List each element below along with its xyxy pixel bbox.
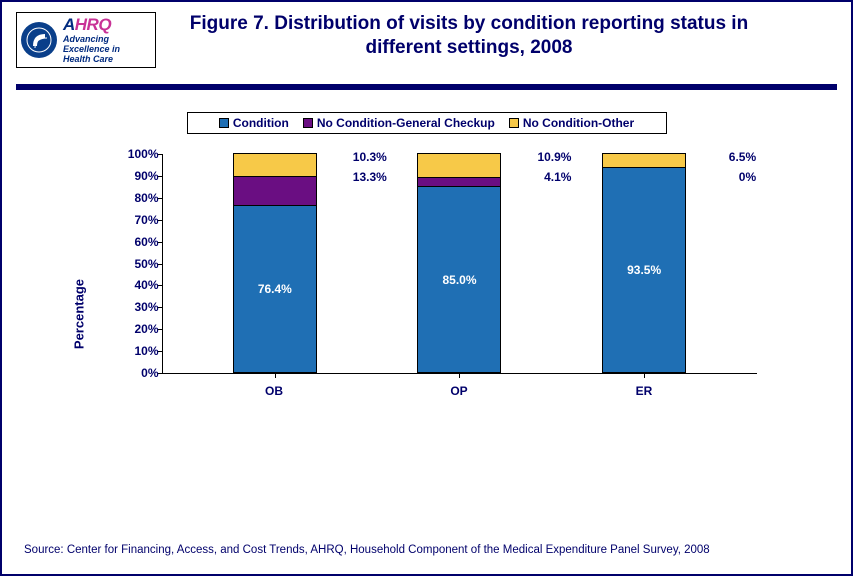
y-tick-label: 10% bbox=[115, 344, 159, 358]
header: AHRQ Advancing Excellence in Health Care… bbox=[2, 2, 851, 92]
legend-swatch bbox=[509, 118, 519, 128]
x-labels: OB OP ER bbox=[162, 378, 757, 404]
x-axis-label: ER bbox=[584, 378, 704, 404]
segment-no-condition-general bbox=[233, 176, 317, 205]
plot-area: 0%10%20%30%40%50%60%70%80%90%100% 76.4%1… bbox=[162, 154, 757, 374]
segment-condition: 85.0% bbox=[417, 186, 501, 373]
stacked-bar: 93.5% bbox=[602, 153, 686, 373]
y-tick-label: 40% bbox=[115, 278, 159, 292]
y-tick-label: 20% bbox=[115, 322, 159, 336]
segment-condition: 93.5% bbox=[602, 167, 686, 373]
source-note: Source: Center for Financing, Access, an… bbox=[24, 544, 710, 556]
hhs-seal-icon bbox=[17, 13, 61, 67]
legend-label: No Condition-General Checkup bbox=[317, 116, 495, 130]
legend-swatch bbox=[303, 118, 313, 128]
side-label-top: 10.9% bbox=[537, 150, 571, 164]
ahrq-name: AHRQ bbox=[63, 15, 153, 35]
chart: Percentage 0%10%20%30%40%50%60%70%80%90%… bbox=[87, 154, 767, 404]
legend-label: Condition bbox=[233, 116, 289, 130]
ahrq-tagline: Advancing Excellence in Health Care bbox=[63, 35, 153, 65]
legend-item: No Condition-Other bbox=[509, 116, 634, 130]
segment-no-condition-other bbox=[233, 153, 317, 176]
ahrq-logo: AHRQ Advancing Excellence in Health Care bbox=[16, 12, 156, 68]
stacked-bar: 76.4% bbox=[233, 153, 317, 373]
legend-label: No Condition-Other bbox=[523, 116, 634, 130]
legend-item: Condition bbox=[219, 116, 289, 130]
y-tick-label: 100% bbox=[115, 147, 159, 161]
y-tick-label: 50% bbox=[115, 257, 159, 271]
bar-group: 93.5%6.5%0% bbox=[584, 154, 704, 373]
y-axis-label: Percentage bbox=[71, 279, 86, 349]
side-label-top: 6.5% bbox=[729, 150, 756, 164]
side-label-bottom: 4.1% bbox=[544, 170, 571, 184]
y-tick-mark bbox=[158, 373, 163, 374]
y-tick-label: 30% bbox=[115, 300, 159, 314]
side-label-bottom: 13.3% bbox=[353, 170, 387, 184]
ahrq-a: A bbox=[63, 15, 75, 34]
ahrq-hrq: HRQ bbox=[75, 15, 111, 34]
y-tick-label: 60% bbox=[115, 235, 159, 249]
bars-container: 76.4%10.3%13.3% 85.0%10.9%4.1% 93.5%6.5%0% bbox=[163, 154, 757, 373]
side-label-bottom: 0% bbox=[739, 170, 756, 184]
legend: Condition No Condition-General Checkup No … bbox=[187, 112, 667, 134]
segment-no-condition-other bbox=[602, 153, 686, 167]
bar-group: 76.4%10.3%13.3% bbox=[215, 154, 335, 373]
ahrq-text: AHRQ Advancing Excellence in Health Care bbox=[61, 13, 155, 67]
y-tick-label: 80% bbox=[115, 191, 159, 205]
segment-no-condition-other bbox=[417, 153, 501, 177]
side-label-top: 10.3% bbox=[353, 150, 387, 164]
y-tick-label: 70% bbox=[115, 213, 159, 227]
y-tick-label: 90% bbox=[115, 169, 159, 183]
stacked-bar: 85.0% bbox=[417, 153, 501, 373]
slide: AHRQ Advancing Excellence in Health Care… bbox=[0, 0, 853, 576]
segment-condition: 76.4% bbox=[233, 205, 317, 373]
bar-value-label: 76.4% bbox=[234, 206, 316, 372]
divider-bar bbox=[16, 84, 837, 90]
chart-area: Condition No Condition-General Checkup No … bbox=[2, 112, 851, 404]
legend-swatch bbox=[219, 118, 229, 128]
x-axis-label: OB bbox=[214, 378, 334, 404]
legend-item: No Condition-General Checkup bbox=[303, 116, 495, 130]
bar-value-label: 85.0% bbox=[418, 187, 500, 372]
y-tick-label: 0% bbox=[115, 366, 159, 380]
x-axis-label: OP bbox=[399, 378, 519, 404]
segment-no-condition-general bbox=[417, 177, 501, 186]
bar-group: 85.0%10.9%4.1% bbox=[399, 154, 519, 373]
bar-value-label: 93.5% bbox=[603, 168, 685, 372]
